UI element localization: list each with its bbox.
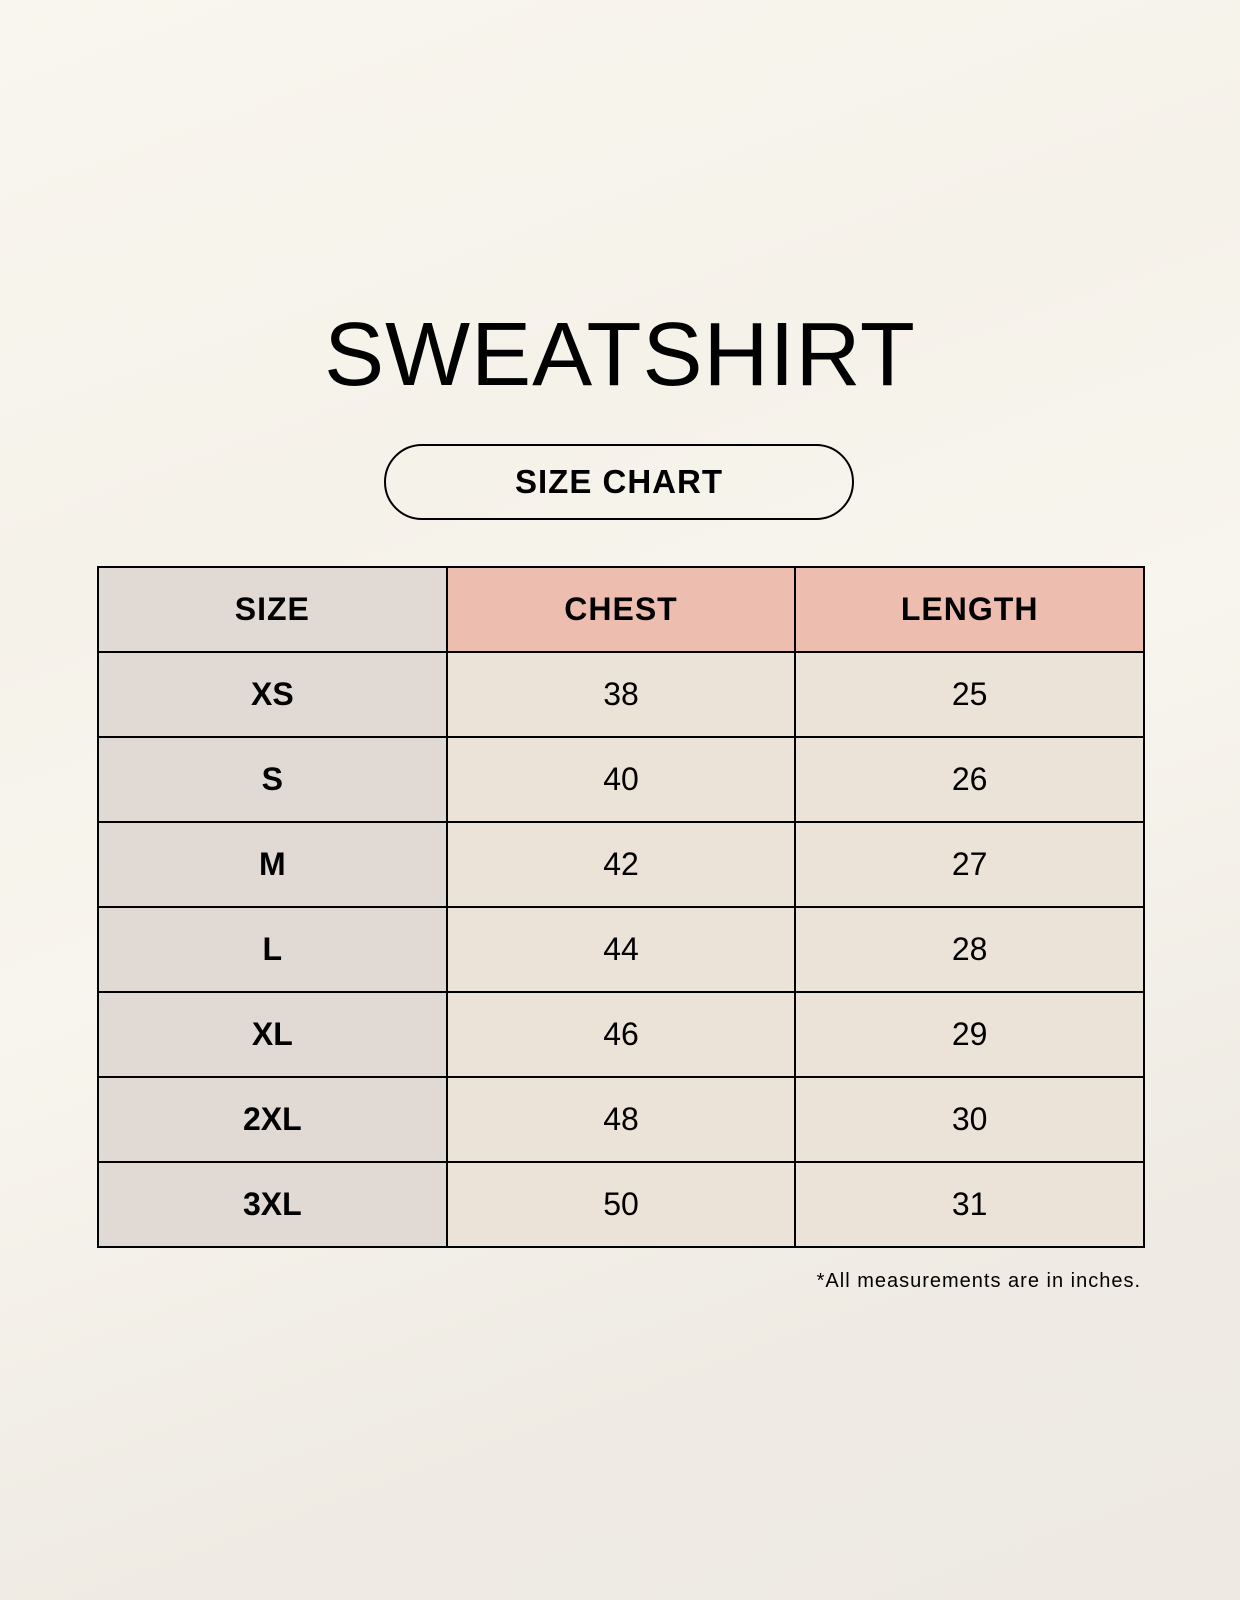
cell-length: 26 (794, 736, 1145, 823)
cell-length: 31 (794, 1161, 1145, 1248)
footnote: *All measurements are in inches. (816, 1270, 1141, 1292)
table-row: XL 46 29 (97, 991, 1145, 1078)
table-header-row: SIZE CHEST LENGTH (97, 566, 1145, 653)
cell-length: 27 (794, 821, 1145, 908)
cell-chest: 40 (445, 736, 797, 823)
cell-length: 25 (794, 651, 1145, 738)
table-row: M 42 27 (97, 821, 1145, 908)
table-row: S 40 26 (97, 736, 1145, 823)
header-chest: CHEST (445, 566, 797, 653)
header-length: LENGTH (794, 566, 1145, 653)
cell-chest: 46 (445, 991, 797, 1078)
cell-chest: 44 (445, 906, 797, 993)
cell-size: XS (97, 651, 448, 738)
table-row: 2XL 48 30 (97, 1076, 1145, 1163)
cell-size: S (97, 736, 448, 823)
cell-size: M (97, 821, 448, 908)
cell-chest: 50 (445, 1161, 797, 1248)
cell-length: 29 (794, 991, 1145, 1078)
cell-chest: 48 (445, 1076, 797, 1163)
cell-chest: 38 (445, 651, 797, 738)
page-title: SWEATSHIRT (324, 305, 916, 405)
table-row: XS 38 25 (97, 651, 1145, 738)
size-table: SIZE CHEST LENGTH XS 38 25 S 40 26 M 42 27 L 44 28 X… (97, 566, 1145, 1248)
cell-length: 30 (794, 1076, 1145, 1163)
cell-size: 3XL (97, 1161, 448, 1248)
table-row: L 44 28 (97, 906, 1145, 993)
cell-length: 28 (794, 906, 1145, 993)
cell-chest: 42 (445, 821, 797, 908)
table-row: 3XL 50 31 (97, 1161, 1145, 1248)
cell-size: 2XL (97, 1076, 448, 1163)
cell-size: L (97, 906, 448, 993)
size-chart-badge: SIZE CHART (384, 444, 854, 520)
cell-size: XL (97, 991, 448, 1078)
header-size: SIZE (97, 566, 448, 653)
